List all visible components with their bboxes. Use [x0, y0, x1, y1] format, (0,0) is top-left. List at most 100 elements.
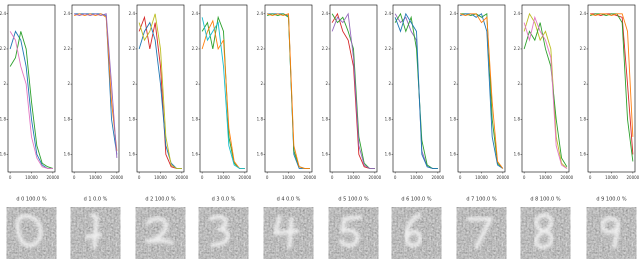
y-tick-label: 2.2 — [257, 46, 264, 51]
image-label: d 5 100.0 % — [338, 197, 368, 203]
image-label: d 3 0.0 % — [212, 197, 236, 203]
y-tick-label: 2.2 — [450, 46, 457, 51]
y-tick-label: 2.4 — [580, 11, 587, 16]
digit-image — [135, 207, 186, 259]
image-label: d 9 100.0 % — [596, 197, 626, 203]
digit-image — [391, 207, 442, 259]
x-tick-label: 10000 — [89, 175, 102, 180]
x-tick-label: 0 — [459, 175, 462, 180]
image-noise — [198, 207, 249, 259]
x-tick-label: 10000 — [605, 175, 618, 180]
x-tick-label: 10000 — [154, 175, 167, 180]
x-tick-label: 10000 — [475, 175, 488, 180]
y-tick-label: 1.6 — [64, 151, 71, 156]
digit-image — [263, 207, 314, 259]
image-stroke — [600, 216, 621, 249]
series-line — [9, 31, 54, 169]
x-tick-label: 20000 — [46, 175, 59, 180]
y-tick-label: 2.4 — [0, 11, 6, 16]
x-tick-label: 0 — [9, 175, 12, 180]
x-tick-label: 20000 — [175, 175, 188, 180]
series-line — [9, 31, 53, 169]
x-tick-label: 10000 — [539, 175, 552, 180]
image-stroke — [466, 217, 494, 249]
series-line — [267, 13, 310, 169]
x-tick-label: 0 — [138, 175, 141, 180]
x-tick-label: 20000 — [496, 175, 509, 180]
plot-frame — [7, 4, 56, 173]
y-tick-label: 2 — [132, 81, 135, 86]
digit-image — [6, 207, 57, 259]
image-label: d 7 100.0 % — [466, 197, 496, 203]
series-line — [73, 13, 118, 158]
digit-image — [70, 207, 121, 259]
series-line — [523, 22, 568, 167]
y-tick-label: 1.6 — [322, 151, 329, 156]
series-line — [331, 12, 375, 169]
digit-image — [456, 207, 507, 259]
image-stroke — [208, 214, 230, 247]
y-tick-label: 2 — [388, 81, 391, 86]
y-tick-label: 1.8 — [192, 116, 199, 121]
y-tick-label: 2.2 — [385, 46, 392, 51]
image-noise — [6, 207, 57, 259]
series-line — [394, 12, 438, 169]
series-line — [138, 21, 182, 169]
x-tick-label: 10000 — [25, 175, 38, 180]
x-tick-label: 0 — [394, 175, 397, 180]
image-stroke — [338, 215, 363, 248]
x-tick-label: 0 — [73, 175, 76, 180]
series-line — [523, 12, 568, 169]
plot-frame — [457, 4, 506, 173]
y-tick-label: 2.2 — [0, 46, 6, 51]
series-line — [394, 12, 438, 169]
y-tick-label: 2 — [325, 81, 328, 86]
x-tick-label: 20000 — [238, 175, 251, 180]
digit-image — [198, 207, 249, 259]
y-tick-label: 1.6 — [192, 151, 199, 156]
y-tick-label: 1.6 — [450, 151, 457, 156]
y-tick-label: 2 — [453, 81, 456, 86]
digit-image — [586, 207, 637, 259]
digit-image — [520, 207, 571, 259]
y-tick-label: 1.6 — [0, 151, 6, 156]
plot-frame — [329, 4, 378, 173]
image-stroke — [404, 213, 423, 248]
y-tick-label: 1.8 — [0, 116, 6, 121]
y-tick-label: 2.4 — [450, 11, 457, 16]
y-tick-label: 1.8 — [322, 116, 329, 121]
series-line — [73, 13, 118, 151]
series-line — [201, 19, 245, 169]
x-tick-label: 10000 — [217, 175, 230, 180]
x-tick-label: 20000 — [626, 175, 639, 180]
y-tick-label: 1.8 — [450, 116, 457, 121]
y-tick-label: 2.2 — [514, 46, 521, 51]
x-tick-label: 10000 — [347, 175, 360, 180]
y-tick-label: 2 — [67, 81, 70, 86]
y-tick-label: 2.4 — [129, 11, 136, 16]
image-label: d 6 100.0 % — [401, 197, 431, 203]
y-tick-label: 1.6 — [385, 151, 392, 156]
image-stroke — [272, 215, 300, 249]
series-line — [460, 12, 504, 169]
series-line — [589, 13, 634, 162]
x-tick-label: 0 — [589, 175, 592, 180]
y-tick-label: 2 — [3, 81, 6, 86]
x-tick-label: 20000 — [431, 175, 444, 180]
series-line — [590, 13, 634, 155]
y-tick-label: 2.4 — [257, 11, 264, 16]
series-line — [138, 15, 182, 169]
x-tick-label: 10000 — [282, 175, 295, 180]
series-line — [9, 30, 53, 169]
x-tick-label: 0 — [523, 175, 526, 180]
plot-frame — [521, 4, 570, 173]
image-stroke — [15, 214, 43, 248]
y-tick-label: 2 — [583, 81, 586, 86]
image-stroke — [534, 213, 554, 250]
image-label: d 4 0.0 % — [277, 197, 301, 203]
y-tick-label: 2.2 — [192, 46, 199, 51]
y-tick-label: 1.8 — [385, 116, 392, 121]
y-tick-label: 1.8 — [514, 116, 521, 121]
image-label: d 2 100.0 % — [145, 197, 175, 203]
